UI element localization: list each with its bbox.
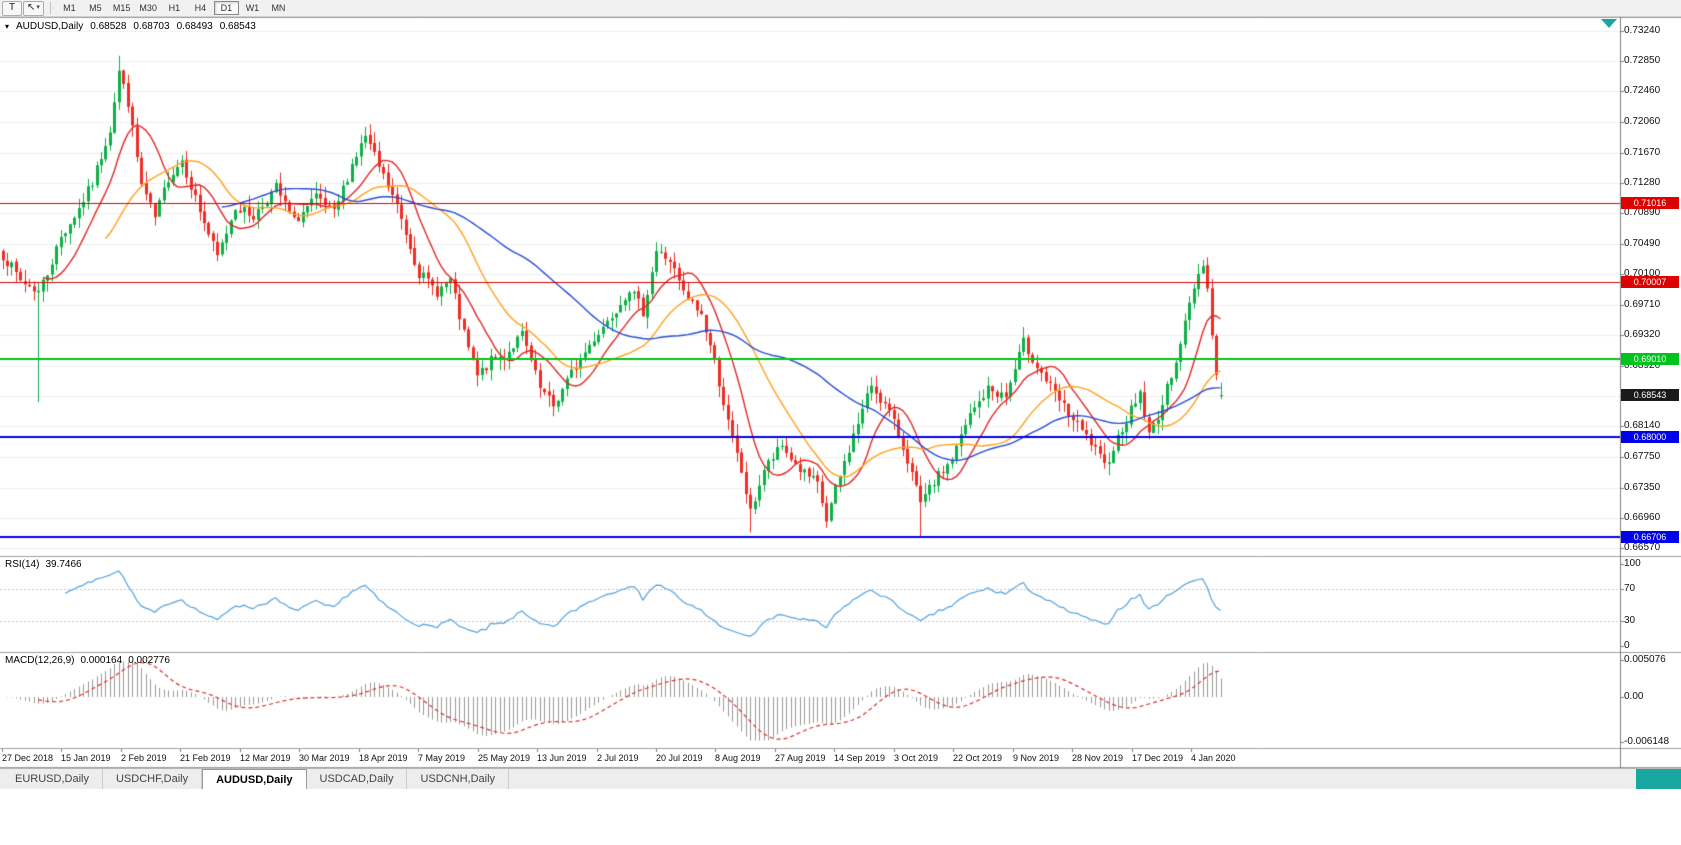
- timeframe-button-m15[interactable]: M15: [109, 1, 135, 15]
- ohlc-close-value: 0.68543: [219, 21, 256, 32]
- timeframe-button-m30[interactable]: M30: [135, 1, 161, 15]
- timeframe-button-h1[interactable]: H1: [162, 1, 187, 15]
- tab-usdchf-daily[interactable]: USDCHF,Daily: [103, 769, 203, 789]
- tab-eurusd-daily[interactable]: EURUSD,Daily: [2, 769, 103, 789]
- timeframe-button-w1[interactable]: W1: [240, 1, 265, 15]
- timeframe-button-group: M1 M5 M15 M30 H1 H4 D1 W1 MN: [57, 1, 291, 15]
- ohlc-high-value: 0.68703: [133, 21, 170, 32]
- macd-main-value: 0.000164: [80, 655, 123, 666]
- tab-usdcnh-daily[interactable]: USDCNH,Daily: [407, 769, 510, 789]
- timeframe-button-h4[interactable]: H4: [188, 1, 213, 15]
- timeframe-button-mn[interactable]: MN: [266, 1, 291, 15]
- macd-name: MACD(12,26,9): [5, 655, 75, 666]
- rsi-name: RSI(14): [5, 559, 40, 570]
- tab-audusd-daily[interactable]: AUDUSD,Daily: [202, 769, 307, 789]
- toolbar-separator: [49, 2, 51, 14]
- timeframe-button-m5[interactable]: M5: [83, 1, 108, 15]
- chevron-down-icon: ▾: [36, 4, 40, 11]
- cursor-tool-button[interactable]: ↖ ▾: [23, 0, 44, 16]
- ohlc-open-value: 0.68528: [90, 21, 127, 32]
- text-tool-button[interactable]: T: [2, 0, 22, 16]
- rsi-value: 39.7466: [45, 559, 82, 570]
- macd-signal-value: 0.002776: [128, 655, 170, 666]
- price-chart-canvas[interactable]: [0, 17, 1681, 768]
- chart-tabs: EURUSD,Daily USDCHF,Daily AUDUSD,Daily USDC…: [2, 769, 510, 789]
- timeframe-button-d1[interactable]: D1: [213, 1, 239, 15]
- cursor-icon: ↖: [27, 2, 36, 13]
- ohlc-low-value: 0.68493: [176, 21, 213, 32]
- window-corner-decoration: [1636, 769, 1681, 789]
- chart-toolbar: T ↖ ▾ M1 M5 M15 M30 H1 H4 D1 W1 MN: [0, 0, 1681, 17]
- chart-tab-bar: EURUSD,Daily USDCHF,Daily AUDUSD,Daily USDC…: [0, 768, 1681, 789]
- chart-header: ▾ AUDUSD,Daily 0.68528 0.68703 0.68493 0…: [5, 21, 256, 32]
- chart-shift-marker-icon[interactable]: [1601, 19, 1617, 28]
- timeframe-button-m1[interactable]: M1: [57, 1, 82, 15]
- macd-indicator-label: MACD(12,26,9) 0.000164 0.002776: [5, 655, 170, 666]
- rsi-indicator-label: RSI(14) 39.7466: [5, 559, 82, 570]
- tab-usdcad-daily[interactable]: USDCAD,Daily: [307, 769, 408, 789]
- symbol-dropdown-icon[interactable]: ▾: [5, 22, 10, 31]
- chart-area: 0.73240 0.72850 0.72460 0.72060 0.71670 0.712…: [0, 17, 1681, 768]
- chart-symbol-label: AUDUSD,Daily: [16, 21, 84, 32]
